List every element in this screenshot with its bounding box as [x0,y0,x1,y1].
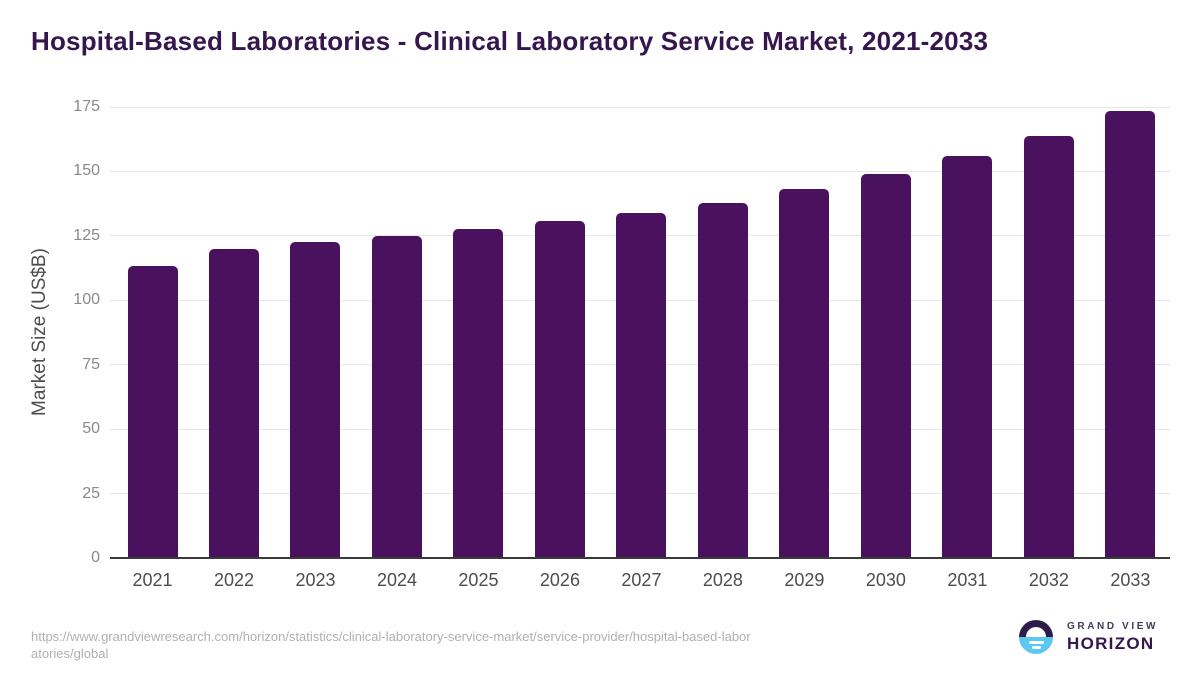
x-tick-label: 2026 [539,570,580,590]
logo-brand-top: GRAND VIEW [1067,621,1158,632]
bar-2033 [1105,110,1156,558]
x-axis-line [110,557,1170,559]
y-tick-label: 75 [82,355,100,373]
logo-text: GRAND VIEW HORIZON [1067,621,1158,653]
y-tick-label: 0 [91,549,100,566]
y-tick-label: 100 [73,291,100,309]
y-tick-label: 125 [73,226,100,244]
bar-2028 [697,202,748,558]
bar-2032 [1023,135,1074,558]
source-url-line-2: atories/global [31,646,109,661]
bar-2021 [127,266,178,558]
x-tick-label: 2025 [458,570,499,590]
sun-shape [1026,627,1046,637]
source-url-line-1: https://www.grandviewresearch.com/horizo… [31,629,751,644]
bar-2023 [290,242,341,558]
y-tick-label: 50 [82,420,100,438]
bar-2024 [371,235,422,558]
bar-2025 [453,229,504,558]
x-tick-label: 2029 [784,570,825,590]
x-tick-label: 2031 [947,570,988,590]
ripple-shape [1028,641,1044,644]
bar-2027 [616,213,667,558]
bar-2031 [942,156,993,558]
y-tick-label: 25 [82,484,100,502]
bar-2029 [779,188,830,558]
x-tick-label: 2033 [1110,570,1151,590]
x-tick-label: 2023 [295,570,336,590]
ripple-shape [1031,646,1041,649]
gridline [110,106,1170,108]
x-tick-label: 2021 [132,570,173,590]
bar-2026 [534,221,585,558]
y-tick-label: 175 [73,98,100,115]
bar-2022 [208,249,259,558]
logo-brand-bottom: HORIZON [1067,634,1155,653]
x-tick-label: 2024 [376,570,417,590]
x-tick-label: 2028 [702,570,743,590]
chart-title: Hospital-Based Laboratories - Clinical L… [31,26,989,56]
x-tick-label: 2032 [1028,570,1069,590]
horizon-sun-icon [1019,620,1053,654]
grand-view-horizon-logo: GRAND VIEW HORIZON [1019,620,1158,654]
x-tick-label: 2030 [865,570,906,590]
bar-2030 [860,174,911,558]
x-tick-label: 2022 [213,570,254,590]
y-tick-label: 150 [73,162,100,180]
x-tick-label: 2027 [621,570,662,590]
source-url: https://www.grandviewresearch.com/horizo… [31,628,951,662]
gridline [110,170,1170,172]
